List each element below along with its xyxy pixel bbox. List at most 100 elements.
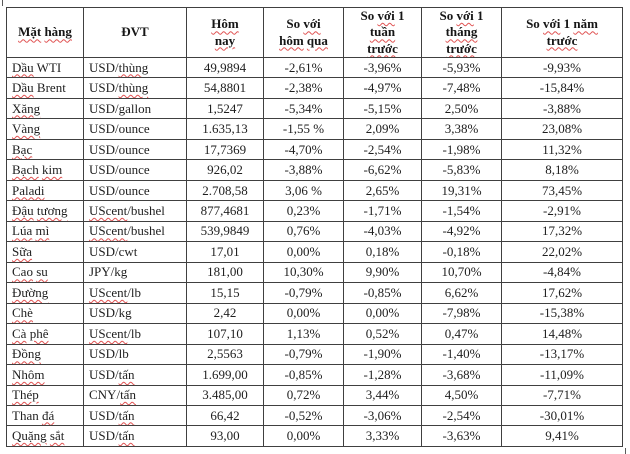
spellcheck-squiggle: Lúa [12, 223, 33, 239]
commodity-name-cell: Đậu tương [6, 200, 84, 222]
unit-cell: USD/ounce [83, 118, 187, 140]
value-cell: -4,97% [343, 77, 422, 99]
unit-cell: USD/ounce [83, 179, 187, 202]
value-cell: 877,4681 [186, 200, 264, 222]
spellcheck-squiggle: mì [35, 223, 50, 239]
value-cell: 0,00% [263, 425, 344, 447]
value-cell: 10,70% [421, 261, 502, 284]
spellcheck-squiggle: tuần [369, 24, 396, 40]
spellcheck-squiggle: nay [214, 32, 236, 48]
value-cell: 2,42 [186, 302, 264, 325]
spellcheck-squiggle: sắt [49, 428, 65, 444]
unit-cell: USD/tấn [83, 425, 187, 447]
spellcheck-squiggle: đá [41, 407, 55, 423]
value-cell: -2,91% [501, 200, 623, 222]
unit-cell: USD/kg [83, 302, 187, 325]
value-cell: -1,54% [421, 200, 502, 222]
spellcheck-squiggle: tấn [118, 428, 135, 444]
commodity-name-cell: Vàng [6, 118, 84, 140]
unit-cell: USD/thùng [83, 56, 187, 79]
column-header: So với 1 tuần trước [343, 7, 422, 58]
unit-cell: USD/thùng [83, 77, 187, 99]
value-cell: 73,45% [501, 179, 623, 202]
table-row: Sữa USD/cwt 17,01 0,00% 0,18% -0,18% 22,02% [6, 241, 623, 263]
spellcheck-squiggle: thùng [118, 80, 149, 96]
commodity-name-cell: Đường [6, 282, 84, 304]
unit-cell: USD/gallon [83, 97, 187, 120]
commodity-name-cell: Sữa [6, 241, 84, 263]
value-cell: 1.635,13 [186, 118, 264, 140]
spellcheck-squiggle: Mặt [18, 24, 42, 40]
spellcheck-squiggle: Đậu [12, 203, 34, 219]
table-row: Quặng sắt USD/tấn 93,00 0,00% 3,33% -3,63% 9,4… [6, 425, 623, 447]
page-edge-artifact-top [2, 0, 3, 6]
value-cell: 1,13% [263, 323, 344, 345]
value-cell: 2.708,58 [186, 179, 264, 202]
commodity-name-cell: Xăng [6, 97, 84, 120]
value-cell: 0,23% [263, 200, 344, 222]
commodity-name-cell: Chè [6, 302, 84, 325]
value-cell: -7,98% [421, 302, 502, 325]
spellcheck-squiggle: Bạc [12, 141, 33, 157]
commodity-name-cell: Than đá [6, 404, 84, 427]
value-cell: -1,55 % [263, 118, 344, 140]
spellcheck-squiggle: Đường [12, 284, 49, 300]
spellcheck-squiggle: Cà [12, 325, 27, 341]
spellcheck-squiggle: Quặng [12, 428, 47, 444]
spellcheck-squiggle: UScent [89, 284, 128, 300]
value-cell: -0,18% [421, 241, 502, 263]
page-edge-artifact-bottom [625, 448, 626, 454]
commodity-name-cell: Quặng sắt [6, 425, 84, 447]
value-cell: -3,68% [421, 364, 502, 386]
value-cell: 8,18% [501, 159, 623, 181]
value-cell: -0,79% [263, 343, 344, 366]
value-cell: 23,08% [501, 118, 623, 140]
value-cell: 9,41% [501, 425, 623, 447]
value-cell: 3,06 % [263, 179, 344, 202]
value-cell: -4,84% [501, 261, 623, 284]
column-header: Hôm nay [186, 7, 264, 58]
spellcheck-squiggle: với [456, 8, 474, 24]
column-header: So với 1 tháng trước [421, 7, 502, 58]
spellcheck-squiggle: Nhôm [12, 366, 45, 382]
value-cell: 2,50% [421, 97, 502, 120]
value-cell: 539,9849 [186, 220, 264, 243]
value-cell: 11,32% [501, 138, 623, 161]
spellcheck-squiggle: Paladi [12, 182, 45, 198]
value-cell: -4,92% [421, 220, 502, 243]
column-header: Mặt hàng [6, 7, 84, 58]
table-row: Cà phê UScent/lb 107,10 1,13% 0,52% 0,47% 14,4… [6, 323, 623, 345]
value-cell: 4,50% [421, 384, 502, 406]
unit-cell: JPY/kg [83, 261, 187, 284]
value-cell: -1,90% [343, 343, 422, 366]
spellcheck-squiggle: phê [29, 325, 49, 341]
spellcheck-squiggle: trước [367, 40, 398, 56]
value-cell: 107,10 [186, 323, 264, 345]
value-cell: 2,5563 [186, 343, 264, 366]
commodity-name-cell: Dầu WTI [6, 56, 84, 79]
spellcheck-squiggle: trước [546, 32, 578, 48]
table-header-row: Mặt hàng ĐVT Hôm nay So với hôm qua So với 1 tu… [6, 7, 623, 58]
spellcheck-squiggle: UScent [89, 203, 128, 219]
spellcheck-squiggle: Hôm [211, 16, 239, 32]
value-cell: 0,00% [263, 241, 344, 263]
table-header: Mặt hàng ĐVT Hôm nay So với hôm qua So với 1 tu… [6, 7, 623, 58]
spellcheck-squiggle: tấn [118, 366, 135, 382]
value-cell: 3.485,00 [186, 384, 264, 406]
value-cell: 3,38% [421, 118, 502, 140]
value-cell: -2,54% [421, 404, 502, 427]
value-cell: 19,31% [421, 179, 502, 202]
column-header: So với hôm qua [263, 7, 344, 58]
spellcheck-squiggle: tấn [118, 407, 135, 423]
value-cell: -9,93% [501, 56, 623, 79]
table-row: Dầu WTI USD/thùng 49,9894 -2,61% -3,96% -5,93… [6, 56, 623, 79]
commodity-name-cell: Dầu Brent [6, 77, 84, 99]
value-cell: 0,18% [343, 241, 422, 263]
spellcheck-squiggle: Sữa [12, 243, 33, 259]
value-cell: 17,32% [501, 220, 623, 243]
value-cell: -2,61% [263, 56, 344, 79]
value-cell: 1.699,00 [186, 364, 264, 386]
value-cell: 181,00 [186, 261, 264, 284]
value-cell: 0,52% [343, 323, 422, 345]
spellcheck-squiggle: qua [306, 32, 328, 48]
